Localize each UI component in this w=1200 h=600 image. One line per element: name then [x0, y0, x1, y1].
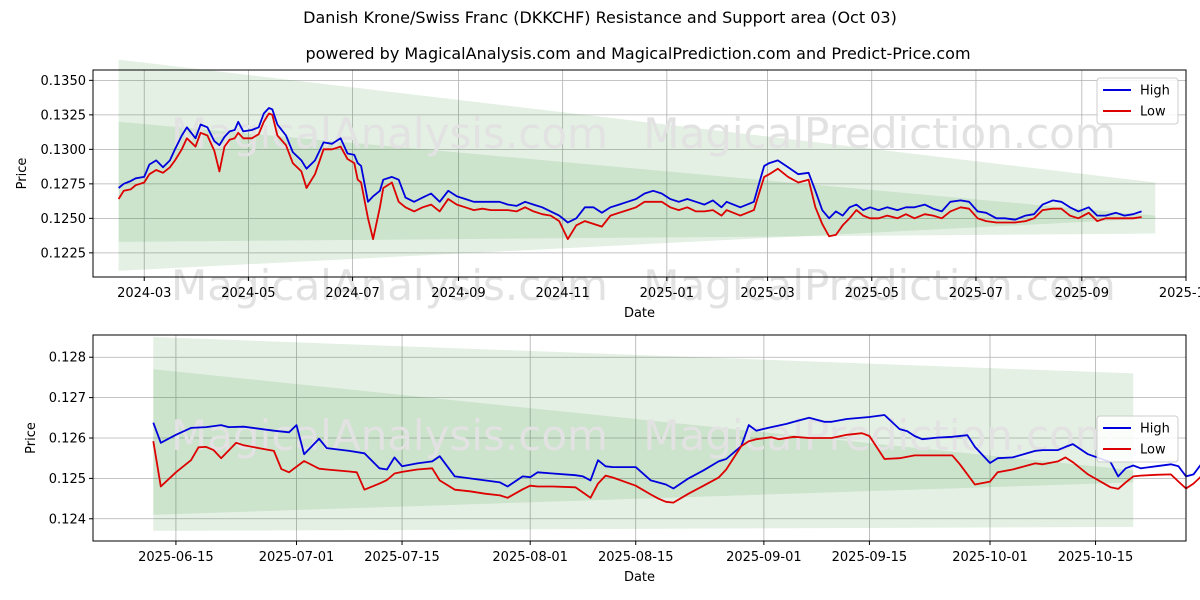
- series-line-high: [118, 107, 1142, 224]
- x-tick-label: 2025-10-15: [1058, 550, 1134, 565]
- watermark-text: MagicalAnalysis.com: [171, 261, 608, 310]
- x-tick-label: 2025-07: [949, 286, 1003, 301]
- x-tick-label: 2024-03: [117, 286, 171, 301]
- y-axis-label: Price: [15, 158, 30, 190]
- legend-label-high: High: [1140, 84, 1170, 99]
- x-tick-label: 2025-09-15: [832, 550, 908, 565]
- y-tick-label: 0.1250: [41, 212, 87, 227]
- watermark-text: MagicalAnalysis.com: [171, 411, 608, 460]
- x-axis-label: Date: [624, 306, 655, 321]
- band-inner: [118, 121, 1156, 242]
- chart-subtitle: powered by MagicalAnalysis.com and Magic…: [305, 44, 971, 63]
- watermark-text: MagicalPrediction.com: [643, 109, 1116, 158]
- y-tick-label: 0.1300: [41, 143, 87, 158]
- x-tick-label: 2025-06-15: [138, 550, 214, 565]
- plot-frame: [92, 69, 1187, 278]
- y-tick-label: 0.1225: [41, 246, 87, 261]
- x-tick-label: 2025-07-01: [259, 550, 335, 565]
- y-tick-label: 0.1275: [41, 177, 87, 192]
- x-tick-label: 2024-11: [535, 286, 589, 301]
- series-line-low: [117, 112, 1142, 240]
- band-inner: [153, 369, 1134, 515]
- y-tick-label: 0.124: [49, 512, 86, 527]
- x-tick-label: 2024-09: [431, 286, 485, 301]
- y-tick-label: 0.1350: [41, 74, 87, 89]
- series-line-low: [152, 432, 1200, 504]
- chart-panel-2: MagicalAnalysis.com MagicalPrediction.com…: [24, 334, 1200, 585]
- legend-label-low: Low: [1140, 443, 1166, 458]
- y-tick-label: 0.127: [49, 391, 86, 406]
- legend-label-high: High: [1140, 422, 1170, 437]
- band-outer: [153, 337, 1134, 531]
- y-tick-label: 0.125: [49, 472, 86, 487]
- chart-title: Danish Krone/Swiss Franc (DKKCHF) Resist…: [303, 8, 897, 27]
- chart-panel-1: MagicalAnalysis.com MagicalPrediction.com…: [15, 59, 1200, 321]
- x-tick-label: 2025-03: [740, 286, 794, 301]
- x-tick-label: 2025-08-15: [598, 550, 674, 565]
- y-tick-label: 0.1325: [41, 108, 87, 123]
- y-axis-label: Price: [24, 422, 39, 454]
- x-tick-label: 2025-10-01: [952, 550, 1028, 565]
- watermark-text: MagicalPrediction.com: [643, 261, 1116, 310]
- x-tick-label: 2025-09-01: [726, 550, 802, 565]
- legend-label-low: Low: [1140, 105, 1166, 120]
- x-tick-label: 2025-08-01: [492, 550, 568, 565]
- x-tick-label: 2025-05: [845, 286, 899, 301]
- x-tick-label: 2024-07: [325, 286, 379, 301]
- y-tick-label: 0.126: [49, 432, 86, 447]
- y-tick-label: 0.128: [49, 351, 86, 366]
- x-tick-label: 2025-01: [640, 286, 694, 301]
- x-tick-label: 2025-11: [1159, 286, 1200, 301]
- x-tick-label: 2025-09: [1055, 286, 1109, 301]
- x-tick-label: 2025-07-15: [364, 550, 440, 565]
- watermark-text: MagicalAnalysis.com: [171, 109, 608, 158]
- series-line-high: [152, 414, 1200, 490]
- x-tick-label: 2024-05: [221, 286, 275, 301]
- x-axis-label: Date: [624, 570, 655, 585]
